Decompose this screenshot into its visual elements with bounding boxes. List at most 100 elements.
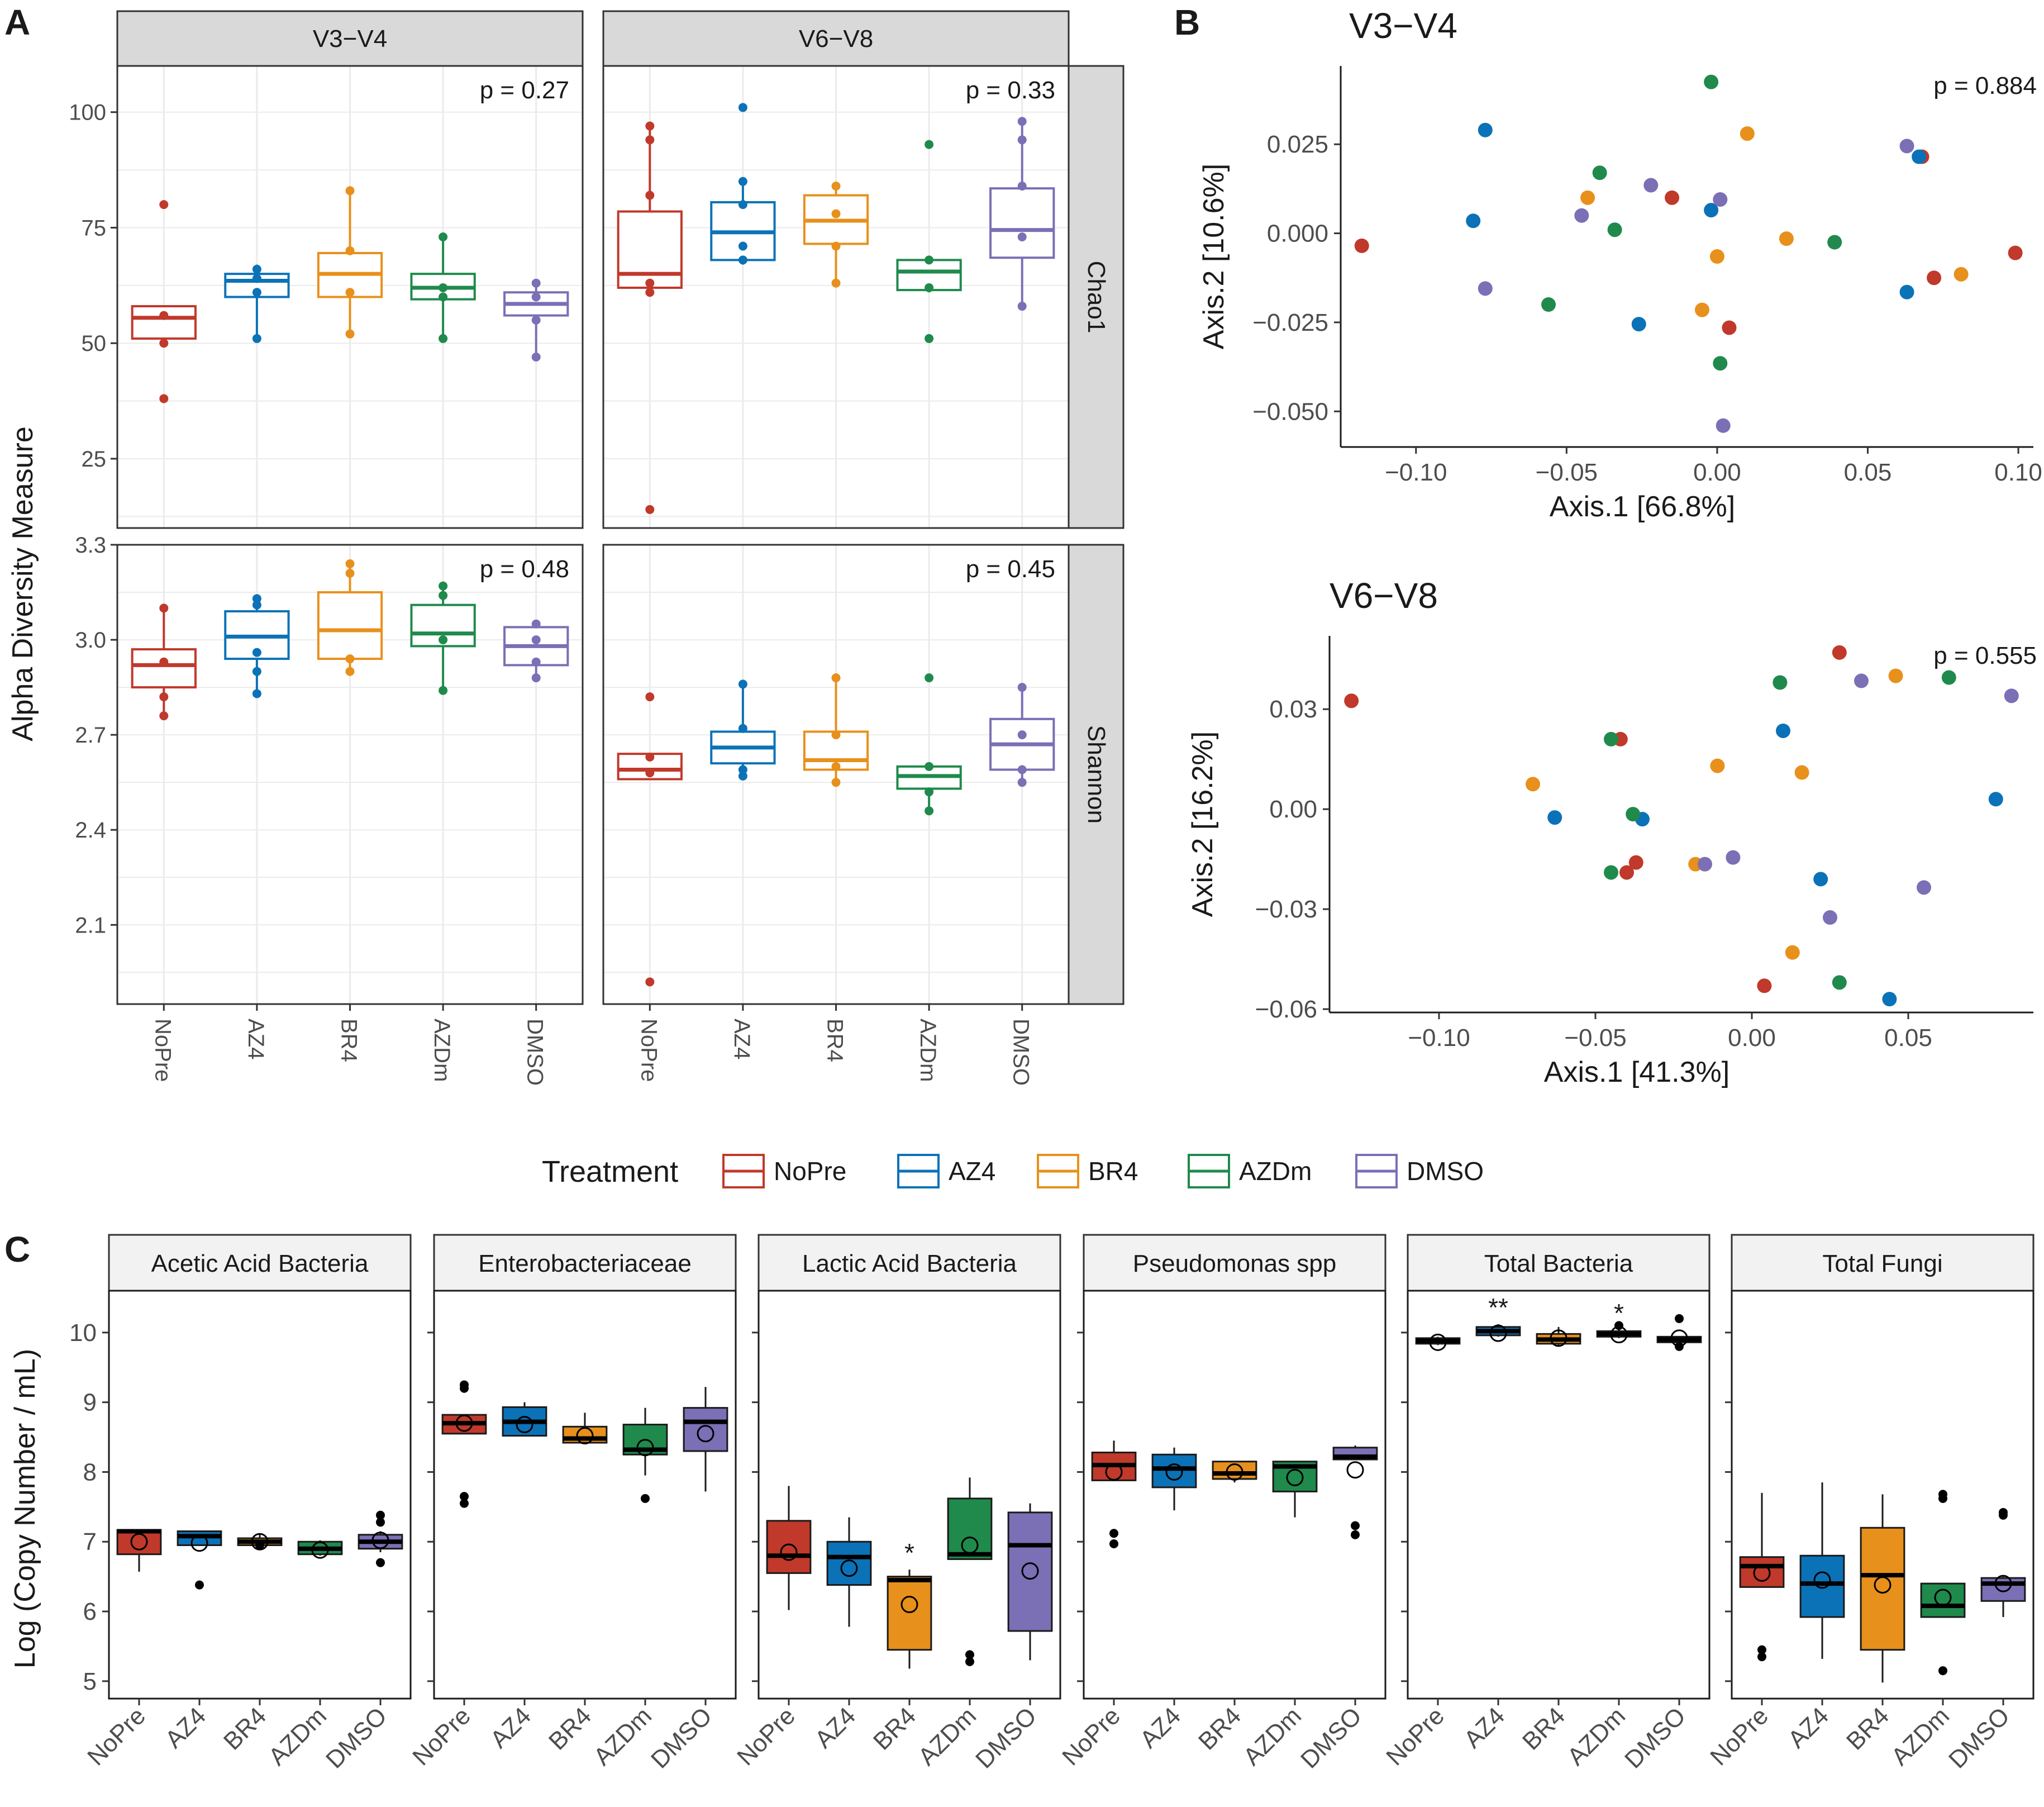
outlier-point bbox=[195, 1580, 204, 1590]
point-DMSO bbox=[1716, 418, 1731, 433]
data-point bbox=[1017, 302, 1027, 311]
point-AZDm bbox=[1704, 74, 1719, 89]
significance-star: * bbox=[904, 1538, 914, 1567]
data-point bbox=[345, 246, 355, 255]
legend-label-DMSO: DMSO bbox=[1407, 1157, 1484, 1186]
pcoa-title: V3−V4 bbox=[1349, 6, 1457, 46]
data-point bbox=[738, 200, 747, 210]
y-tick-label: 0.000 bbox=[1267, 220, 1328, 248]
panel-a-alpha-diversity: V3−V4 V6−V8 Chao1 Shannon p = 0.27 25 50 75 100 p… bbox=[69, 10, 1125, 1086]
point-AZ4 bbox=[1466, 213, 1481, 229]
point-BR4 bbox=[1779, 231, 1794, 246]
x-tick-label: 0.00 bbox=[1693, 459, 1741, 486]
data-point bbox=[831, 182, 841, 191]
outlier-point bbox=[376, 1510, 385, 1520]
point-AZDm bbox=[1604, 731, 1618, 746]
point-NoPre bbox=[1354, 238, 1369, 253]
box-AZDm bbox=[410, 603, 476, 648]
point-AZ4 bbox=[1776, 723, 1790, 738]
pcoa-title: V6−V8 bbox=[1330, 576, 1438, 616]
data-point bbox=[439, 635, 448, 645]
mean-marker bbox=[516, 1416, 533, 1434]
data-point bbox=[738, 771, 747, 781]
data-point bbox=[831, 241, 841, 251]
legend-title: Treatment bbox=[542, 1155, 678, 1188]
data-point bbox=[925, 283, 934, 292]
mean-marker bbox=[1286, 1468, 1304, 1486]
data-point bbox=[531, 315, 541, 325]
x-tick-label: 0.00 bbox=[1728, 1024, 1776, 1052]
data-point bbox=[738, 724, 747, 733]
data-point bbox=[925, 334, 934, 343]
point-BR4 bbox=[1709, 249, 1724, 264]
data-point bbox=[345, 559, 355, 569]
data-point bbox=[645, 752, 655, 762]
x-tick-label: NoPre bbox=[82, 1702, 151, 1771]
data-point bbox=[925, 787, 934, 797]
data-point bbox=[159, 200, 169, 210]
x-tick-label: NoPre bbox=[407, 1702, 476, 1771]
data-point bbox=[738, 679, 747, 689]
facet-border bbox=[1407, 1290, 1711, 1700]
box-AZ4 bbox=[1151, 1453, 1197, 1489]
x-tick-label: DMSO bbox=[646, 1702, 717, 1773]
outlier-point bbox=[965, 1650, 974, 1659]
data-point bbox=[345, 329, 355, 339]
point-BR4 bbox=[1785, 945, 1800, 960]
data-point bbox=[738, 103, 747, 112]
data-point bbox=[159, 692, 169, 702]
x-tick-label: AZ4 bbox=[485, 1702, 536, 1753]
point-DMSO bbox=[1726, 850, 1741, 865]
data-point bbox=[439, 334, 448, 343]
strip-label-0: V3−V4 bbox=[313, 25, 387, 53]
data-point bbox=[738, 255, 747, 265]
point-BR4 bbox=[1740, 126, 1755, 141]
x-tick-label: −0.05 bbox=[1536, 459, 1598, 486]
box-NoPre bbox=[1739, 1556, 1785, 1588]
treatment-legend: Treatment NoPre AZ4 BR4 AZDm DMSO bbox=[542, 1154, 1484, 1188]
data-point bbox=[1017, 232, 1027, 241]
x-tick-label: BR4 bbox=[544, 1702, 597, 1755]
panel-a-letter: A bbox=[4, 2, 30, 42]
facet-strip-label: Pseudomonas spp bbox=[1133, 1250, 1336, 1277]
p-value: p = 0.48 bbox=[480, 555, 569, 583]
point-AZ4 bbox=[1478, 122, 1493, 137]
point-NoPre bbox=[1927, 270, 1942, 286]
x-tick-label: NoPre bbox=[1705, 1702, 1774, 1771]
box-AZ4 bbox=[826, 1540, 872, 1586]
point-NoPre bbox=[1344, 693, 1359, 708]
outlier-point bbox=[641, 1494, 650, 1503]
y-tick-label: −0.03 bbox=[1255, 896, 1317, 923]
outlier-point bbox=[965, 1657, 974, 1666]
y-tick-label: 25 bbox=[82, 447, 107, 472]
data-point bbox=[1017, 182, 1027, 191]
legend-label-AZDm: AZDm bbox=[1239, 1157, 1312, 1186]
point-NoPre bbox=[2008, 245, 2023, 260]
mean-marker bbox=[130, 1533, 148, 1551]
facet-strip-label: Acetic Acid Bacteria bbox=[151, 1250, 369, 1277]
y-tick-label: −0.025 bbox=[1252, 309, 1328, 336]
y-tick-label: 3.0 bbox=[75, 628, 106, 653]
outlier-point bbox=[460, 1383, 469, 1393]
y-tick-label: 2.4 bbox=[75, 818, 106, 843]
x-tick-label: NoPre bbox=[1057, 1702, 1126, 1771]
panel-b-letter: B bbox=[1174, 2, 1200, 42]
y-tick-label: 50 bbox=[82, 331, 107, 356]
box-BR4 bbox=[1860, 1527, 1905, 1651]
p-value: p = 0.27 bbox=[480, 77, 569, 104]
point-DMSO bbox=[1917, 880, 1931, 895]
facet-strip bbox=[1731, 1234, 2035, 1292]
mean-marker bbox=[900, 1596, 918, 1614]
x-tick-label: AZ4 bbox=[809, 1702, 861, 1753]
point-AZDm bbox=[1607, 222, 1622, 237]
y-tick-label: 6 bbox=[83, 1598, 97, 1625]
x-tick-label: AZDm bbox=[588, 1702, 657, 1771]
point-NoPre bbox=[1832, 645, 1847, 660]
y-tick-label: 0.00 bbox=[1269, 796, 1317, 823]
x-tick-label: AZ4 bbox=[1783, 1702, 1834, 1753]
mean-marker bbox=[251, 1533, 269, 1551]
mean-marker bbox=[1429, 1333, 1447, 1351]
data-point bbox=[345, 654, 355, 664]
mean-marker bbox=[1874, 1576, 1891, 1594]
